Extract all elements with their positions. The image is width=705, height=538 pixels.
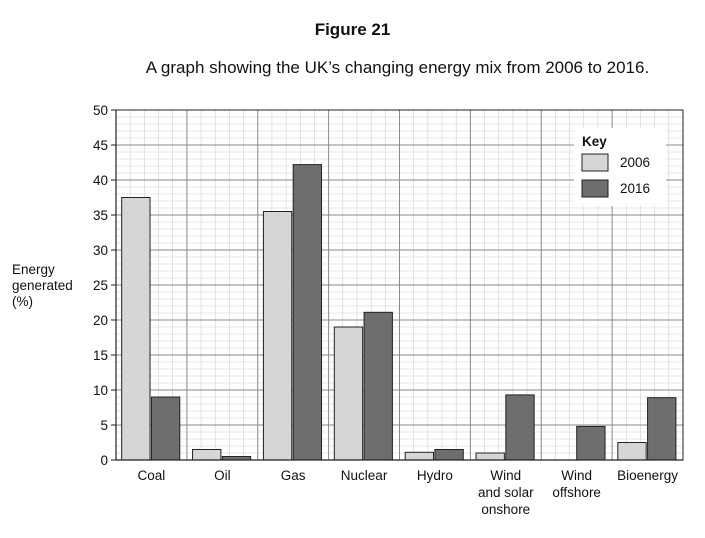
y-tick-label: 40 — [93, 173, 108, 188]
y-tick-label: 15 — [93, 348, 108, 363]
bar-2016 — [150, 396, 181, 461]
y-tick-label: 30 — [93, 243, 108, 258]
y-tick-label: 20 — [93, 313, 108, 328]
legend-swatch-2016 — [581, 179, 609, 198]
bar-2006 — [333, 326, 364, 461]
x-category-label: onshore — [481, 502, 530, 517]
y-tick-label: 50 — [93, 103, 108, 118]
bar-2006 — [617, 442, 647, 461]
y-tick-label: 0 — [100, 453, 108, 468]
chart-title: A graph showing the UK’s changing energy… — [145, 58, 650, 77]
bar-2016 — [434, 449, 464, 461]
y-tick-label: 45 — [93, 138, 108, 153]
bar-2006 — [475, 452, 505, 461]
x-category-label: Hydro — [417, 468, 453, 483]
bar-2016 — [576, 425, 606, 461]
y-axis-label-line: generated — [12, 278, 73, 293]
x-category-label: offshore — [552, 485, 601, 500]
legend-label: 2016 — [620, 181, 650, 196]
x-category-label: Coal — [138, 468, 166, 483]
legend-title: Key — [582, 134, 607, 149]
x-category-label: Bioenergy — [617, 468, 678, 483]
plot-border — [115, 109, 684, 461]
x-category-label: Nuclear — [341, 468, 388, 483]
bar-2016 — [363, 311, 393, 461]
bar-2006 — [192, 449, 222, 461]
bar-2016 — [292, 164, 323, 461]
legend-label: 2006 — [620, 155, 650, 170]
bar-2006 — [404, 451, 435, 461]
figure-label: Figure 21 — [314, 20, 391, 39]
bar-2016 — [505, 394, 535, 461]
x-category-label: Gas — [281, 468, 306, 483]
bar-2006 — [262, 211, 293, 461]
y-tick-label: 25 — [93, 278, 108, 293]
y-tick-label: 5 — [100, 418, 108, 433]
y-axis-label-line: Energy — [12, 262, 55, 277]
bar-2016 — [647, 397, 677, 461]
x-category-label: and solar — [478, 485, 534, 500]
y-tick-label: 10 — [93, 383, 108, 398]
y-axis-label-line: (%) — [12, 294, 33, 309]
y-tick-label: 35 — [93, 208, 108, 223]
legend-swatch-2006 — [581, 153, 609, 172]
y-axis-label: Energy generated (%) — [12, 262, 73, 310]
x-category-label: Wind — [490, 468, 521, 483]
bar-2006 — [121, 197, 151, 461]
x-category-label: Oil — [214, 468, 231, 483]
x-category-label: Wind — [561, 468, 592, 483]
